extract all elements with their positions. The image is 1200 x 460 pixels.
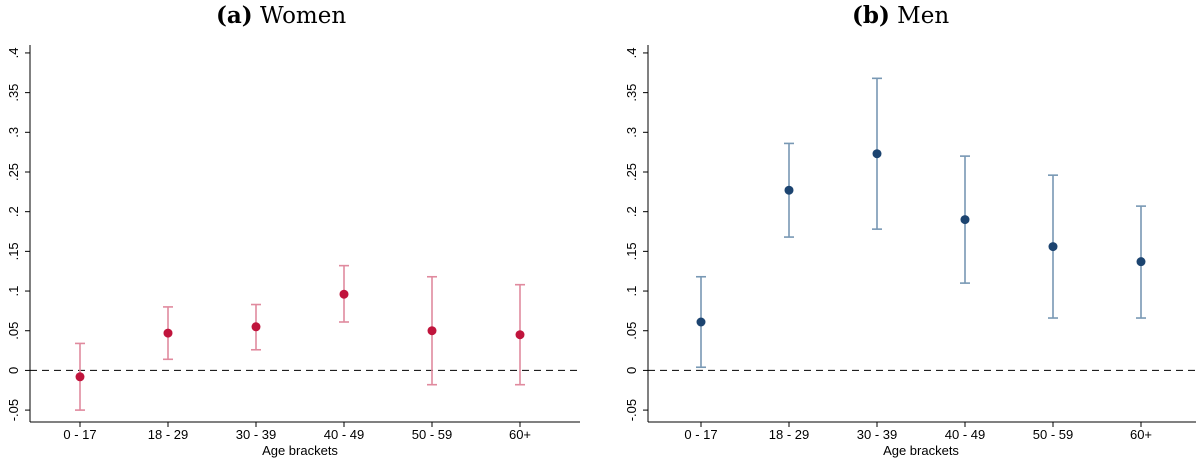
y-tick-label: 0 bbox=[624, 367, 639, 374]
data-point bbox=[339, 289, 349, 299]
data-point bbox=[163, 328, 173, 338]
y-tick-label: .25 bbox=[624, 163, 639, 181]
y-tick-label: .05 bbox=[6, 322, 21, 340]
y-tick-label: .1 bbox=[6, 286, 21, 297]
panel-title-women: (a) Women bbox=[216, 2, 346, 29]
chart-women: .4 .35 .3 .25 .2 .15 .1 .05 0 -.05 0 - 17 18 - 29 30… bbox=[6, 45, 580, 458]
x-tick-label: 0 - 17 bbox=[684, 427, 717, 442]
y-tick-label: .35 bbox=[6, 84, 21, 102]
y-tick-label: .4 bbox=[624, 48, 639, 59]
y-tick-label: .2 bbox=[6, 206, 21, 217]
x-axis-title: Age brackets bbox=[262, 443, 338, 458]
y-tick-label: .1 bbox=[624, 286, 639, 297]
data-point bbox=[784, 185, 794, 195]
x-tick-label: 18 - 29 bbox=[148, 427, 188, 442]
x-tick-label: 50 - 59 bbox=[1033, 427, 1073, 442]
y-tick-label: .15 bbox=[624, 242, 639, 260]
y-tick-label: -.05 bbox=[6, 399, 21, 421]
y-tick-label: 0 bbox=[6, 367, 21, 374]
data-point bbox=[427, 326, 437, 336]
panel-name: Men bbox=[897, 3, 950, 29]
x-axis-title: Age brackets bbox=[883, 443, 959, 458]
panel-label: (b) bbox=[852, 2, 890, 29]
chart-men: .4 .35 .3 .25 .2 .15 .1 .05 0 -.05 0 - 17 18 - 29 30… bbox=[624, 45, 1196, 458]
y-tick-label: .2 bbox=[624, 206, 639, 217]
data-point bbox=[251, 322, 261, 332]
x-tick-label: 0 - 17 bbox=[63, 427, 96, 442]
y-tick-label: .15 bbox=[6, 242, 21, 260]
panel-name: Women bbox=[259, 3, 347, 29]
x-tick-label: 60+ bbox=[509, 427, 531, 442]
x-tick-label: 50 - 59 bbox=[412, 427, 452, 442]
data-point bbox=[872, 149, 882, 159]
data-point bbox=[696, 317, 706, 327]
x-tick-label: 30 - 39 bbox=[857, 427, 897, 442]
data-point bbox=[1048, 242, 1058, 252]
y-tick-label: -.05 bbox=[624, 399, 639, 421]
x-tick-label: 30 - 39 bbox=[236, 427, 276, 442]
x-tick-label: 40 - 49 bbox=[324, 427, 364, 442]
y-tick-label: .4 bbox=[6, 48, 21, 59]
y-tick-label: .25 bbox=[6, 163, 21, 181]
y-tick-label: .3 bbox=[6, 127, 21, 138]
y-tick-label: .3 bbox=[624, 127, 639, 138]
data-point bbox=[515, 330, 525, 340]
x-tick-label: 60+ bbox=[1130, 427, 1152, 442]
x-tick-label: 18 - 29 bbox=[769, 427, 809, 442]
x-tick-label: 40 - 49 bbox=[945, 427, 985, 442]
data-point bbox=[960, 215, 970, 225]
data-point bbox=[1136, 257, 1146, 267]
panel-label: (a) bbox=[216, 2, 253, 29]
y-tick-label: .05 bbox=[624, 322, 639, 340]
panel-title-men: (b) Men bbox=[852, 2, 949, 29]
data-point bbox=[75, 372, 85, 382]
y-tick-label: .35 bbox=[624, 84, 639, 102]
